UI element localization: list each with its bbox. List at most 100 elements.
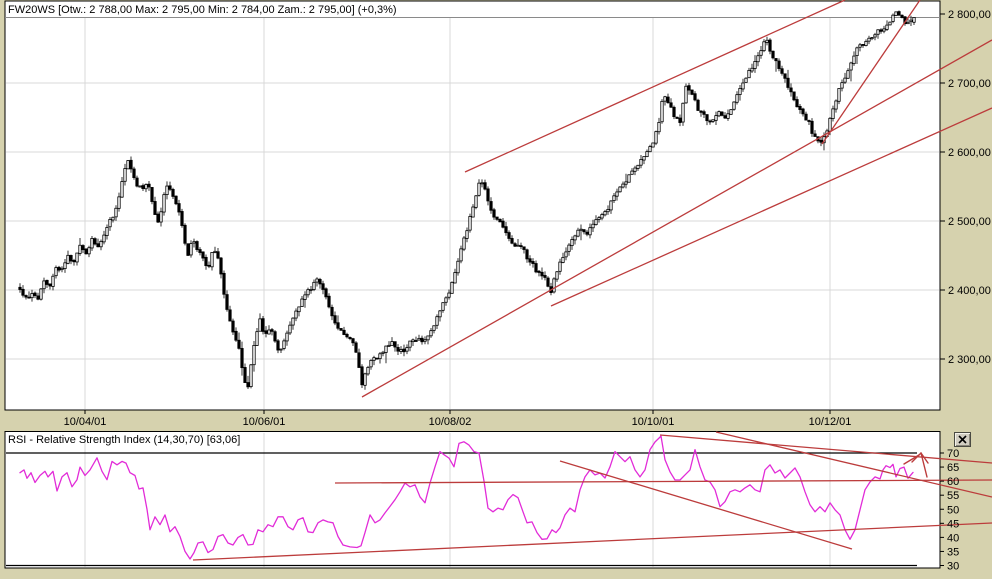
candle-up [831,108,835,119]
candle-up [120,181,124,198]
candle-down [804,113,808,121]
candle-down [204,256,208,267]
candle-down [246,382,250,388]
up-arrow-annotation[interactable] [903,452,929,478]
rsi-axis-label: 50 [947,504,959,516]
candle-down [27,296,31,299]
candle-down [537,270,541,273]
candle-up [30,293,34,299]
candle-up [750,67,754,72]
candle-up [870,37,874,40]
candle-up [756,55,760,63]
trendline-support-long[interactable] [361,39,992,398]
candle-down [174,195,178,205]
trendline-rsi-rising-support[interactable] [192,522,992,561]
candle-up [612,195,616,202]
candle-up [66,254,70,264]
price-plot-area[interactable] [4,0,941,411]
candle-up [54,267,58,277]
candle-up [852,55,856,65]
candle-up [873,34,877,38]
x-axis-label: 10/04/01 [64,416,107,428]
candle-down [276,340,280,351]
candle-down [813,133,817,137]
candle-up [552,278,556,293]
candle-down [168,185,172,190]
candle-up [441,302,445,311]
candle-down [546,277,550,287]
trendline-rsi-falling-from-peak[interactable] [659,434,992,464]
candle-up [588,227,592,236]
rsi-plot-area[interactable] [4,431,941,569]
candle-up [267,329,271,335]
candle-up [858,44,862,48]
candle-up [189,243,193,256]
rsi-overbought-oversold-lines [6,452,917,567]
candle-up [138,185,142,188]
candle-up [477,182,481,196]
trendline-rsi-falling-mid[interactable] [715,431,992,498]
candle-down [777,60,781,69]
trendline-support-mid[interactable] [550,107,992,307]
candle-up [621,183,625,188]
candle-down [375,357,379,360]
candle-down [786,77,790,88]
candle-down [129,159,133,170]
candle-up [405,347,409,352]
candle-down [525,249,529,260]
candle-down [234,330,238,341]
candle-up [459,248,463,262]
trendline-support-steep[interactable] [821,0,921,145]
y-axis-label: 2 800,00 [948,9,991,21]
candle-up [660,100,664,123]
candle-up [126,160,130,170]
rsi-axis-label: 60 [947,476,959,488]
candle-down [705,114,709,122]
trendline-rsi-horizontal-60[interactable] [334,479,992,484]
rsi-close-button[interactable] [954,432,971,447]
candle-up [633,167,637,172]
candle-up [78,244,82,254]
candle-down [501,220,505,228]
candle-down [879,29,883,32]
candle-up [558,261,562,272]
candle-up [567,244,571,252]
candle-up [102,234,106,243]
candle-down [351,338,355,344]
x-axis-label: 10/08/02 [429,416,472,428]
candle-down [318,279,322,285]
candle-up [663,96,667,102]
candle-down [219,257,223,275]
candle-down [33,292,37,296]
candle-down [141,185,145,189]
candle-up [435,316,439,326]
candle-up [249,364,253,387]
candle-up [471,206,475,218]
candle-up [741,82,745,90]
candle-up [213,250,217,253]
candle-up [438,310,442,318]
candle-down [489,201,493,211]
candle-up [591,223,595,229]
candle-down [357,352,361,368]
x-axis-label: 10/12/01 [809,416,852,428]
candle-up [615,191,619,197]
candle-down [687,85,691,91]
rsi-line [19,435,914,560]
candle-up [855,47,859,56]
candle-up [834,100,838,110]
candle-up [885,24,889,30]
candle-down [897,11,901,16]
candle-down [534,263,538,273]
candle-down [414,340,418,342]
candle-down [48,283,52,287]
candlestick-series [18,10,916,390]
candle-up [867,37,871,42]
rsi-title: RSI - Relative Strength Index (14,30,70)… [8,434,240,446]
trendline-upper-channel[interactable] [464,0,846,173]
trendline-rsi-falling-steep[interactable] [559,460,853,550]
candle-down [231,320,235,333]
candle-down [321,283,325,290]
candle-down [69,255,73,262]
